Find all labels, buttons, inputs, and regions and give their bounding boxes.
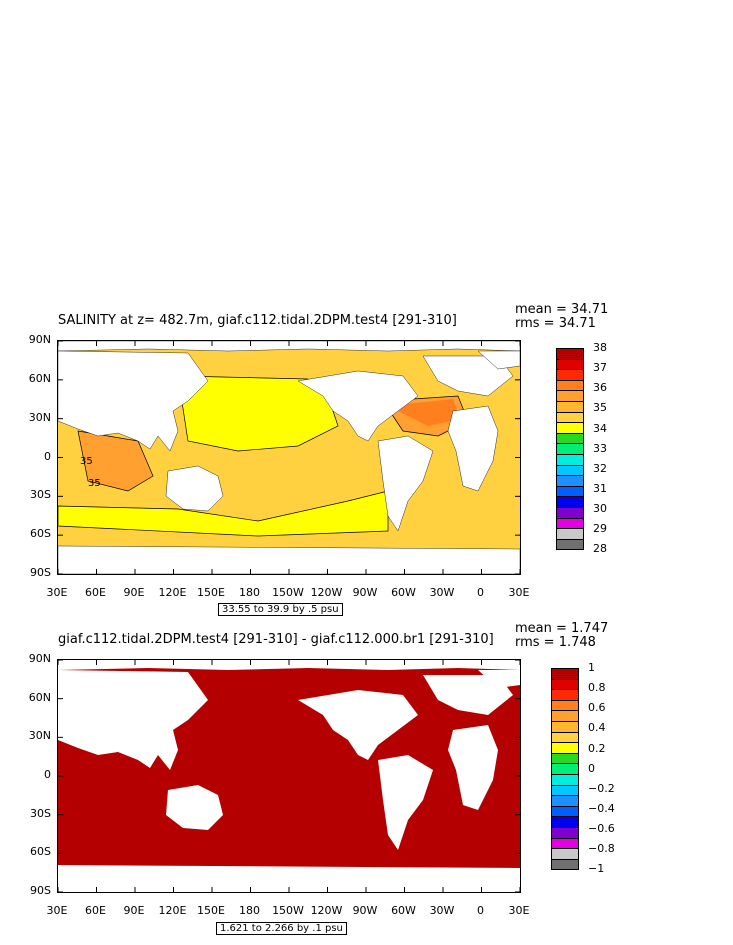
colorbar-label: 30 bbox=[593, 502, 607, 516]
land-mass bbox=[297, 370, 419, 442]
latitude-tick-label: 60N bbox=[28, 690, 51, 704]
contour-label: 35 bbox=[88, 478, 101, 489]
colorbar-label: 0 bbox=[588, 761, 595, 775]
colorbar-label: −0.2 bbox=[588, 781, 615, 795]
indian-high-salinity bbox=[77, 430, 154, 492]
land-mass bbox=[58, 865, 520, 892]
mean-stat: mean = 1.747 bbox=[515, 621, 609, 636]
longitude-tick-label: 30W bbox=[429, 586, 455, 599]
longitude-tick-label: 90E bbox=[123, 586, 145, 599]
latitude-tick-label: 60S bbox=[30, 845, 51, 859]
contour-range-label: 33.55 to 39.9 by .5 psu bbox=[218, 603, 343, 616]
colorbar-label: 31 bbox=[593, 481, 607, 495]
colorbar-label: 0.8 bbox=[588, 681, 606, 695]
salinity-map: 35 35 bbox=[57, 340, 521, 575]
land-mass bbox=[447, 405, 499, 492]
mean-stat: mean = 34.71 bbox=[515, 302, 609, 317]
atlantic-peak-salinity bbox=[388, 399, 460, 426]
land-mass bbox=[58, 350, 209, 452]
land-mass bbox=[166, 785, 223, 830]
colorbar-label: 0.4 bbox=[588, 721, 606, 735]
land-mass bbox=[423, 675, 513, 715]
colorbar-label: −0.4 bbox=[588, 801, 615, 815]
latitude-tick-label: 60N bbox=[28, 371, 51, 385]
longitude-tick-label: 120W bbox=[310, 586, 343, 599]
longitude-tick-label: 180 bbox=[239, 586, 260, 599]
colorbar-label: 33 bbox=[593, 441, 607, 455]
land-mass bbox=[377, 435, 434, 532]
longitude-tick-label: 30W bbox=[429, 904, 455, 917]
colorbar-label: 0.6 bbox=[588, 701, 606, 715]
panel-title: SALINITY at z= 482.7m, giaf.c112.tidal.2… bbox=[58, 313, 457, 328]
latitude-tick-label: 0 bbox=[44, 768, 51, 781]
land-mass bbox=[58, 670, 208, 770]
longitude-tick-label: 60E bbox=[85, 586, 106, 599]
longitude-tick-label: 150E bbox=[197, 904, 225, 917]
land-mass bbox=[477, 350, 520, 370]
latitude-tick-label: 90S bbox=[30, 566, 51, 579]
colorbar-swatch bbox=[556, 538, 584, 551]
colorbar-label: 38 bbox=[593, 341, 607, 354]
latitude-tick-label: 90S bbox=[30, 884, 51, 897]
longitude-tick-label: 30E bbox=[508, 904, 530, 917]
longitude-tick-label: 30E bbox=[46, 904, 68, 917]
latitude-tick-label: 90N bbox=[28, 333, 51, 346]
longitude-tick-label: 120E bbox=[158, 904, 187, 917]
rms-stat: rms = 34.71 bbox=[515, 316, 596, 331]
longitude-tick-label: 90W bbox=[352, 904, 378, 917]
latitude-tick-label: 60S bbox=[30, 527, 51, 541]
longitude-tick-label: 90W bbox=[352, 586, 378, 599]
longitude-tick-label: 60E bbox=[85, 904, 106, 917]
longitude-tick-label: 180 bbox=[239, 904, 260, 917]
longitude-tick-label: 60W bbox=[391, 904, 416, 917]
colorbar-label: 34 bbox=[593, 421, 607, 435]
colorbar-label: 35 bbox=[593, 401, 607, 415]
longitude-tick-label: 150E bbox=[197, 586, 225, 599]
longitude-tick-label: 150W bbox=[272, 586, 304, 599]
longitude-tick-label: 120W bbox=[310, 904, 343, 917]
panel-title: giaf.c112.tidal.2DPM.test4 [291-310] - g… bbox=[58, 632, 494, 647]
colorbar-label: −1 bbox=[588, 862, 605, 876]
difference-map bbox=[57, 659, 521, 893]
colorbar-label: 36 bbox=[593, 381, 607, 395]
latitude-tick-label: 90N bbox=[28, 652, 51, 665]
colorbar-label: 29 bbox=[593, 522, 607, 536]
land-mass bbox=[298, 690, 418, 760]
longitude-tick-label: 30E bbox=[508, 586, 530, 599]
longitude-tick-label: 150W bbox=[272, 904, 304, 917]
land-mass bbox=[58, 545, 520, 574]
land-mass bbox=[165, 465, 224, 512]
latitude-tick-label: 0 bbox=[44, 449, 51, 463]
longitude-tick-label: 30E bbox=[46, 586, 68, 599]
latitude-tick-label: 30N bbox=[28, 410, 51, 424]
colorbar-label: 32 bbox=[593, 461, 607, 475]
contour-range-label: 1.621 to 2.266 by .1 psu bbox=[216, 922, 347, 935]
latitude-tick-label: 30S bbox=[30, 488, 51, 502]
colorbar-label: −0.6 bbox=[588, 822, 615, 836]
colorbar-label: 0.2 bbox=[588, 741, 606, 755]
latitude-tick-label: 30N bbox=[28, 729, 51, 743]
contour-label: 35 bbox=[80, 456, 93, 467]
colorbar-label: 1 bbox=[588, 661, 595, 674]
longitude-tick-label: 0 bbox=[477, 904, 484, 917]
land-mass bbox=[448, 725, 498, 810]
longitude-tick-label: 90E bbox=[123, 904, 145, 917]
colorbar-swatch bbox=[551, 858, 579, 871]
rms-stat: rms = 1.748 bbox=[515, 635, 596, 650]
longitude-tick-label: 0 bbox=[477, 586, 484, 599]
latitude-tick-label: 30S bbox=[30, 806, 51, 820]
longitude-tick-label: 60W bbox=[391, 586, 416, 599]
land-mass bbox=[478, 670, 520, 688]
colorbar-label: −0.8 bbox=[588, 842, 615, 856]
longitude-tick-label: 120E bbox=[158, 586, 187, 599]
colorbar-label: 37 bbox=[593, 361, 607, 375]
salinity-panel: SALINITY at z= 482.7m, giaf.c112.tidal.2… bbox=[28, 302, 609, 616]
land-mass bbox=[378, 755, 433, 850]
colorbar-label: 28 bbox=[593, 542, 607, 556]
